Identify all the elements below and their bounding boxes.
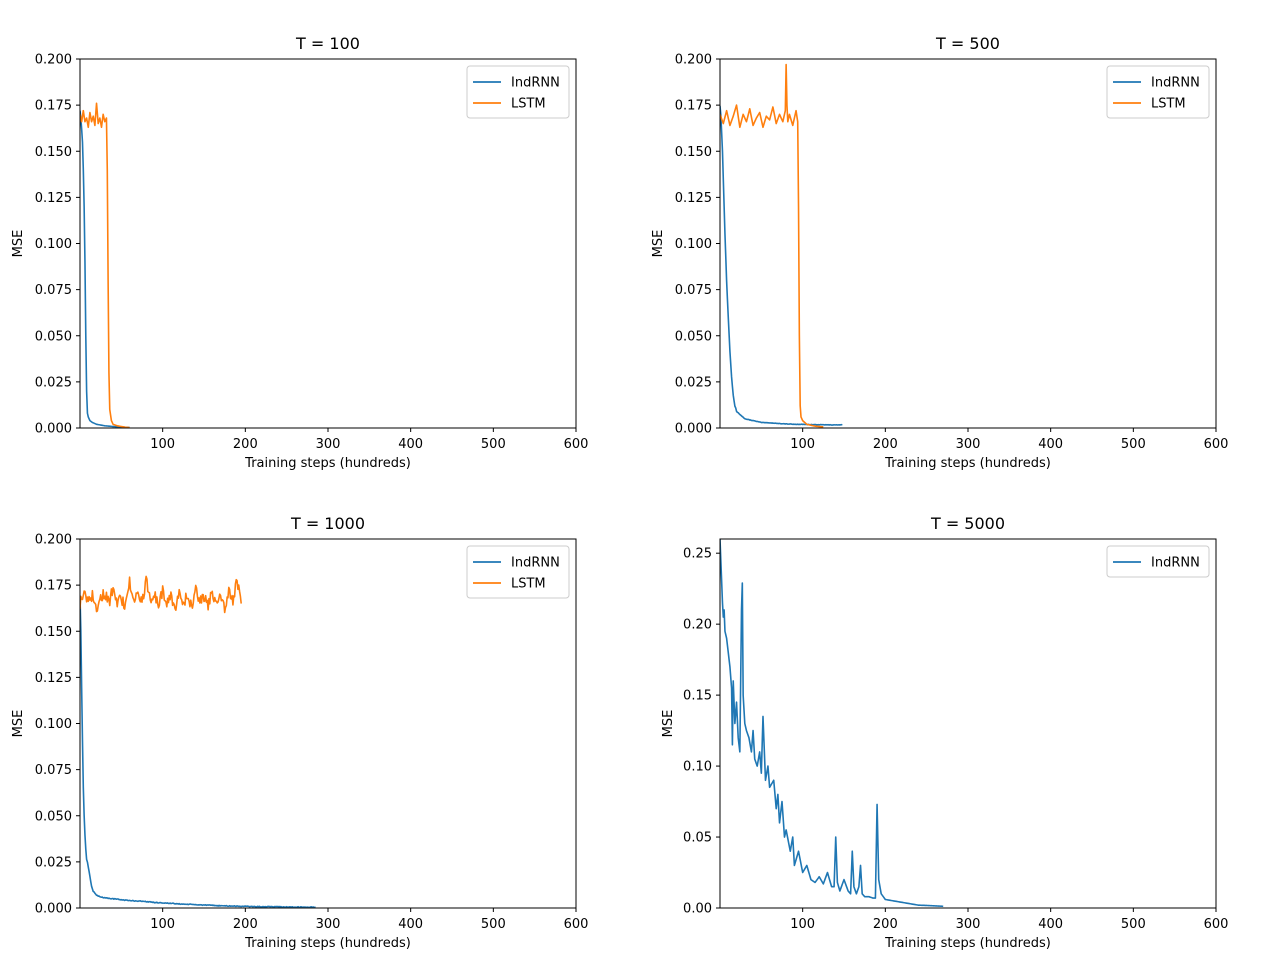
y-tick-label: 0.10 xyxy=(683,760,712,775)
panel-4: 100 200 300 400 500 600 0.00 0.05 0.10 0.15 0.20 0.… xyxy=(661,514,1228,951)
y-tick-label: 0.150 xyxy=(35,625,72,640)
x-tick-label: 500 xyxy=(481,437,506,452)
x-tick-label: 200 xyxy=(873,917,898,932)
y-tick-label: 0.100 xyxy=(675,237,712,252)
x-tick-label: 600 xyxy=(564,437,589,452)
legend: IndRNN LSTM xyxy=(466,545,570,599)
x-tick-label: 500 xyxy=(1121,917,1146,932)
x-axis-label: Training steps (hundreds) xyxy=(244,456,411,471)
y-tick-label: 0.000 xyxy=(35,902,72,917)
y-tick-label: 0.150 xyxy=(35,145,72,160)
legend-label-lstm: LSTM xyxy=(511,577,546,592)
legend-label-indrnn: IndRNN xyxy=(511,76,560,91)
y-tick-label: 0.00 xyxy=(683,902,712,917)
y-tick-label: 0.125 xyxy=(35,671,72,686)
y-tick-label: 0.150 xyxy=(675,145,712,160)
chart-title: T = 500 xyxy=(935,34,1000,53)
x-tick-label: 600 xyxy=(1204,917,1229,932)
series-lstm-line xyxy=(720,63,824,428)
series-indrnn-line xyxy=(720,539,944,908)
y-axis-label: MSE xyxy=(11,230,26,258)
y-tick-label: 0.100 xyxy=(35,237,72,252)
y-tick-label: 0.000 xyxy=(35,422,72,437)
y-tick-label: 0.075 xyxy=(675,283,712,298)
x-tick-label: 300 xyxy=(316,917,341,932)
series-indrnn-line xyxy=(80,595,316,908)
y-axis-label: MSE xyxy=(11,710,26,738)
series-lstm-line xyxy=(80,102,130,428)
x-tick-label: 500 xyxy=(1121,437,1146,452)
panel-3: 100 200 300 400 500 600 0.000 0.025 0.050 0.075 0.… xyxy=(11,514,588,951)
x-tick-label: 100 xyxy=(150,917,175,932)
x-tick-label: 100 xyxy=(790,917,815,932)
y-tick-label: 0.175 xyxy=(35,579,72,594)
x-tick-label: 600 xyxy=(1204,437,1229,452)
y-tick-label: 0.05 xyxy=(683,831,712,846)
x-tick-label: 400 xyxy=(398,437,423,452)
y-axis-label: MSE xyxy=(661,710,676,738)
y-tick-label: 0.125 xyxy=(35,191,72,206)
x-tick-label: 200 xyxy=(873,437,898,452)
x-tick-label: 500 xyxy=(481,917,506,932)
series-indrnn-line xyxy=(80,110,130,428)
y-tick-label: 0.050 xyxy=(675,329,712,344)
y-tick-label: 0.075 xyxy=(35,283,72,298)
legend-label-indrnn: IndRNN xyxy=(1151,76,1200,91)
y-tick-label: 0.000 xyxy=(675,422,712,437)
y-tick-label: 0.200 xyxy=(35,533,72,548)
x-tick-label: 300 xyxy=(316,437,341,452)
x-tick-label: 400 xyxy=(1038,917,1063,932)
legend-box xyxy=(1106,545,1210,578)
y-tick-label: 0.050 xyxy=(35,809,72,824)
legend-box xyxy=(466,545,570,599)
y-tick-label: 0.200 xyxy=(675,53,712,68)
x-tick-label: 100 xyxy=(150,437,175,452)
legend-label-indrnn: IndRNN xyxy=(511,556,560,571)
x-tick-label: 200 xyxy=(233,917,258,932)
legend-label-lstm: LSTM xyxy=(1151,97,1186,112)
x-tick-label: 200 xyxy=(233,437,258,452)
legend-box xyxy=(466,65,570,119)
x-tick-label: 400 xyxy=(1038,437,1063,452)
legend: IndRNN xyxy=(1106,545,1210,578)
y-tick-label: 0.025 xyxy=(675,375,712,390)
x-tick-label: 300 xyxy=(956,917,981,932)
y-tick-label: 0.025 xyxy=(35,855,72,870)
chart-title: T = 100 xyxy=(295,34,360,53)
x-axis-label: Training steps (hundreds) xyxy=(884,936,1051,951)
chart-title: T = 1000 xyxy=(290,514,365,533)
y-tick-label: 0.125 xyxy=(675,191,712,206)
y-tick-label: 0.075 xyxy=(35,763,72,778)
y-tick-label: 0.25 xyxy=(683,547,712,562)
legend-box xyxy=(1106,65,1210,119)
x-tick-label: 300 xyxy=(956,437,981,452)
y-tick-label: 0.175 xyxy=(675,99,712,114)
legend-label-lstm: LSTM xyxy=(511,97,546,112)
panel-2: 100 200 300 400 500 600 0.000 0.025 0.050 0.075 0.… xyxy=(651,34,1228,471)
legend: IndRNN LSTM xyxy=(466,65,570,119)
x-tick-label: 400 xyxy=(398,917,423,932)
chart-title: T = 5000 xyxy=(930,514,1005,533)
y-tick-label: 0.15 xyxy=(683,689,712,704)
y-axis-label: MSE xyxy=(651,230,666,258)
series-lstm-line xyxy=(80,575,242,614)
y-tick-label: 0.050 xyxy=(35,329,72,344)
series-indrnn-line xyxy=(720,105,843,426)
legend-label-indrnn: IndRNN xyxy=(1151,556,1200,571)
x-axis-label: Training steps (hundreds) xyxy=(884,456,1051,471)
y-tick-label: 0.175 xyxy=(35,99,72,114)
y-tick-label: 0.100 xyxy=(35,717,72,732)
y-tick-label: 0.025 xyxy=(35,375,72,390)
x-tick-label: 100 xyxy=(790,437,815,452)
x-tick-label: 600 xyxy=(564,917,589,932)
panel-1: 100 200 300 400 500 600 0.000 0.025 0.050 0.075 0.… xyxy=(11,34,588,471)
y-tick-label: 0.20 xyxy=(683,618,712,633)
x-axis-label: Training steps (hundreds) xyxy=(244,936,411,951)
y-tick-label: 0.200 xyxy=(35,53,72,68)
legend: IndRNN LSTM xyxy=(1106,65,1210,119)
